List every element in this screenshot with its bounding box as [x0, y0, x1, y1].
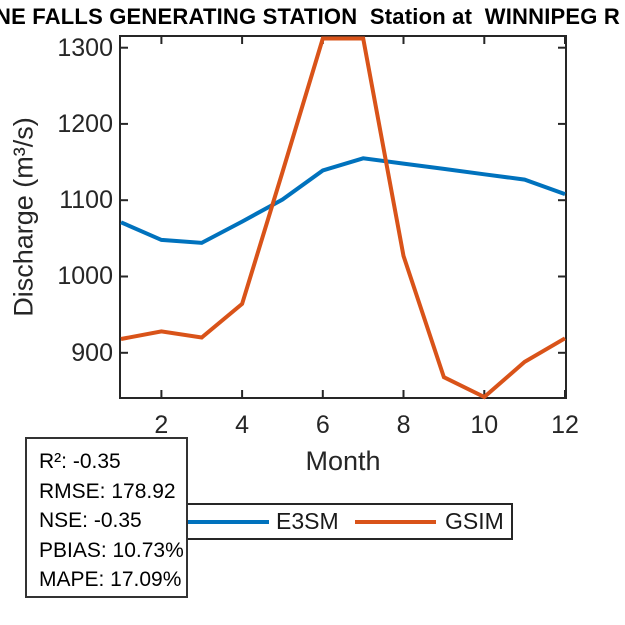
y-tick-label: 1200 — [57, 109, 113, 138]
plot-svg — [120, 36, 567, 400]
chart-title: NE FALLS GENERATING STATION Station at W… — [0, 4, 620, 29]
series-line-gsim — [120, 36, 567, 400]
x-tick-label: 6 — [315, 411, 330, 439]
legend-swatch-gsim — [355, 520, 436, 524]
stat-nse: NSE: -0.35 — [39, 509, 142, 532]
x-tick-label: 12 — [551, 411, 579, 439]
stat-pbias: PBIAS: 10.73% — [39, 538, 184, 562]
legend-label-gsim: GSIM — [445, 508, 504, 534]
stats-box: R²: -0.35 RMSE: 178.92 NSE: -0.35 PBIAS:… — [25, 437, 188, 598]
y-tick-label: 1300 — [57, 33, 113, 62]
y-tick-label: 1000 — [57, 262, 113, 291]
x-tick-label: 2 — [154, 411, 169, 439]
stat-r2: R²: -0.35 — [39, 450, 121, 473]
y-tick-label: 1100 — [59, 186, 113, 215]
stat-rmse: RMSE: 178.92 — [39, 479, 176, 503]
series-line-e3sm — [120, 156, 566, 245]
x-tick-label: 10 — [470, 411, 499, 439]
stat-mape: MAPE: 17.09% — [39, 568, 182, 591]
legend-label-e3sm: E3SM — [276, 508, 339, 534]
x-tick-label: 4 — [235, 411, 250, 439]
y-tick-label: 900 — [71, 338, 113, 367]
x-tick-label: 8 — [396, 411, 411, 439]
plot-frame — [119, 35, 567, 399]
legend: E3SM GSIM — [177, 503, 513, 540]
x-axis-label: Month — [305, 446, 381, 476]
legend-swatch-e3sm — [188, 520, 269, 524]
